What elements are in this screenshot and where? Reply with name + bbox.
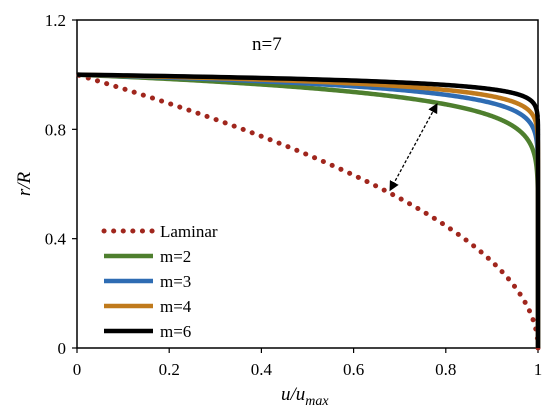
x-tick-label: 0 xyxy=(73,360,82,379)
x-tick-label: 0.4 xyxy=(251,360,273,379)
legend-label-m-6: m=6 xyxy=(160,322,191,341)
y-axis-ticks: 0 0.4 0.8 1.2 xyxy=(45,11,77,358)
x-tick-label: 0.6 xyxy=(343,360,364,379)
y-tick-label: 1.2 xyxy=(45,11,66,30)
legend: Laminar m=2 m=3 m=4 m=6 xyxy=(101,222,218,341)
y-tick-label: 0.8 xyxy=(45,120,66,139)
x-tick-label: 1 xyxy=(534,360,543,379)
n-annotation: n=7 xyxy=(252,34,282,55)
series-line-m-6 xyxy=(76,72,541,348)
legend-label-m-2: m=2 xyxy=(160,247,191,266)
x-tick-label: 0.8 xyxy=(435,360,456,379)
y-axis-title: r/R xyxy=(14,171,35,196)
y-tick-label: 0 xyxy=(58,339,67,358)
series-line-laminar xyxy=(74,72,541,351)
legend-label-laminar: Laminar xyxy=(160,222,218,241)
x-axis-title: u/umax xyxy=(281,384,329,409)
x-tick-label: 0.2 xyxy=(159,360,180,379)
x-axis-ticks: 0 0.2 0.4 0.6 0.8 1 xyxy=(73,348,543,379)
legend-label-m-4: m=4 xyxy=(160,297,192,316)
legend-label-m-3: m=3 xyxy=(160,272,191,291)
arrow-line xyxy=(389,102,438,192)
double-arrow xyxy=(389,102,438,192)
x-axis-title-main: u/u xyxy=(281,384,305,405)
plot-frame xyxy=(76,19,539,349)
y-tick-label: 0.4 xyxy=(45,230,67,249)
x-axis-title-subscript: max xyxy=(305,394,329,409)
series-layer xyxy=(74,72,541,351)
